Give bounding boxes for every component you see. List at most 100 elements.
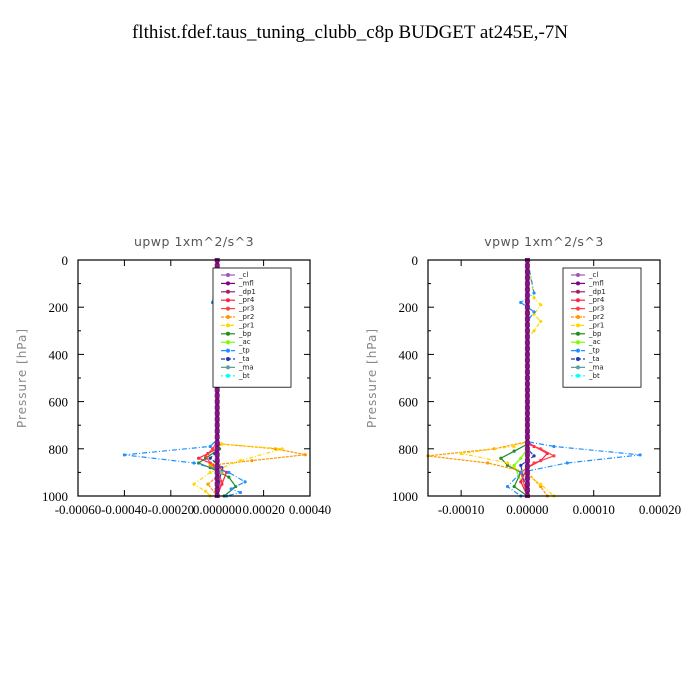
profile-marker (524, 381, 530, 386)
series-point-tp (192, 461, 196, 465)
legend-label: _ac (588, 338, 601, 346)
series-point-ta (532, 454, 536, 458)
series-point-tp (208, 444, 212, 449)
legend-marker (576, 298, 580, 303)
series-point-bp (512, 484, 516, 489)
legend-label: _ta (238, 355, 250, 363)
legend-label: _pr4 (238, 296, 255, 304)
legend-marker (576, 331, 580, 336)
series-point-bp (505, 463, 510, 467)
series-point-bp (499, 456, 503, 460)
series-point-bp (227, 475, 231, 479)
x-tick-label: -0.00010 (438, 502, 485, 517)
series-line-pr2 (427, 260, 548, 497)
x-tick-label: 0.00010 (573, 502, 615, 517)
profile-marker (524, 263, 530, 268)
series-point-pr1 (539, 319, 543, 323)
y-tick-label: 800 (399, 442, 419, 457)
legend-label: _mfl (238, 279, 254, 287)
series-point-pr1 (192, 482, 196, 486)
legend-label: _pr3 (588, 305, 604, 313)
profile-marker (524, 364, 530, 369)
series-point-pr1 (512, 444, 516, 449)
legend-marker (576, 340, 580, 345)
y-tick-label: 600 (49, 395, 69, 410)
profile-marker (214, 458, 220, 463)
legend-label: _pr4 (588, 296, 605, 304)
legend-marker (226, 273, 230, 277)
panel-title: upwp 1xm^2/s^3 (134, 234, 254, 249)
x-tick-label: -0.00060 (55, 502, 102, 517)
legend-label: _bp (238, 330, 252, 338)
profile-marker (524, 452, 530, 457)
series-point-pr1 (280, 447, 284, 451)
profile-marker (524, 387, 530, 392)
y-tick-label: 400 (399, 347, 419, 362)
legend-label: _pr3 (238, 305, 254, 313)
series-point-pr2 (486, 461, 490, 465)
series-point-pr3 (208, 461, 212, 465)
profile-marker (524, 446, 530, 451)
profile-marker (214, 470, 220, 475)
series-point-bp (208, 466, 212, 470)
legend-label: _ma (588, 363, 604, 371)
series-point-pr2 (206, 482, 210, 486)
y-tick-label: 400 (49, 347, 69, 362)
series-point-pr1 (532, 296, 536, 300)
profile-marker (214, 452, 220, 457)
series-point-pr1 (220, 442, 224, 446)
y-tick-label: 1000 (392, 489, 418, 504)
x-tick-label: -0.00040 (101, 502, 148, 517)
y-axis-label: Pressure [hPa] (365, 328, 379, 428)
legend-marker (226, 357, 230, 361)
y-tick-label: 800 (49, 442, 69, 457)
legend-marker (576, 315, 580, 319)
panel-1: upwp 1xm^2/s^3 Pressure [hPa] 0 200 400 600 80… (15, 234, 331, 517)
profile-marker (524, 322, 530, 327)
legend-label: _ta (588, 355, 600, 363)
profile-marker (524, 393, 530, 398)
profile-marker (524, 299, 530, 304)
x-tick-label: 0.00020 (639, 502, 681, 517)
series-point-pr1 (539, 303, 543, 307)
profile-marker (214, 464, 220, 469)
legend-label: _bp (588, 330, 602, 338)
legend-label: _ac (238, 338, 251, 346)
profile-marker (524, 311, 530, 316)
profile-marker (524, 287, 530, 292)
legend-marker (226, 281, 230, 286)
legend-label: _bt (588, 372, 600, 380)
profile-marker (214, 405, 220, 410)
profile-marker (524, 440, 530, 445)
panel-title: vpwp 1xm^2/s^3 (484, 234, 604, 249)
y-axis-label: Pressure [hPa] (15, 328, 29, 428)
series-point-tp (565, 461, 569, 465)
series-point-bp (512, 449, 516, 453)
series-point-tp (519, 300, 523, 305)
series-point-tp (532, 291, 536, 295)
profile-marker (524, 281, 530, 286)
legend-marker (576, 289, 580, 294)
legend-label: _dp1 (238, 288, 256, 296)
profile-marker (524, 458, 530, 463)
legend-marker (576, 365, 580, 370)
profile-marker (214, 435, 220, 439)
series-point-pr1 (459, 451, 463, 456)
series-point-pr2 (208, 463, 212, 467)
profile-marker (524, 275, 530, 280)
series-point-pr1 (539, 482, 543, 486)
legend-label: _pr2 (588, 313, 604, 321)
y-tick-label: 1000 (42, 489, 68, 504)
profile-marker (524, 482, 530, 487)
x-tick-label: 0.00040 (289, 502, 331, 517)
x-tick-label: -0.00020 (148, 502, 195, 517)
x-tick-label: 0.000000 (193, 502, 242, 517)
legend-marker (576, 348, 580, 353)
legend-label: _cl (238, 271, 248, 279)
series-point-pr2 (220, 470, 224, 474)
legend-marker (226, 365, 230, 370)
series-point-pr1 (238, 459, 242, 463)
profile-marker (214, 393, 220, 398)
legend-label: _bt (238, 372, 250, 380)
